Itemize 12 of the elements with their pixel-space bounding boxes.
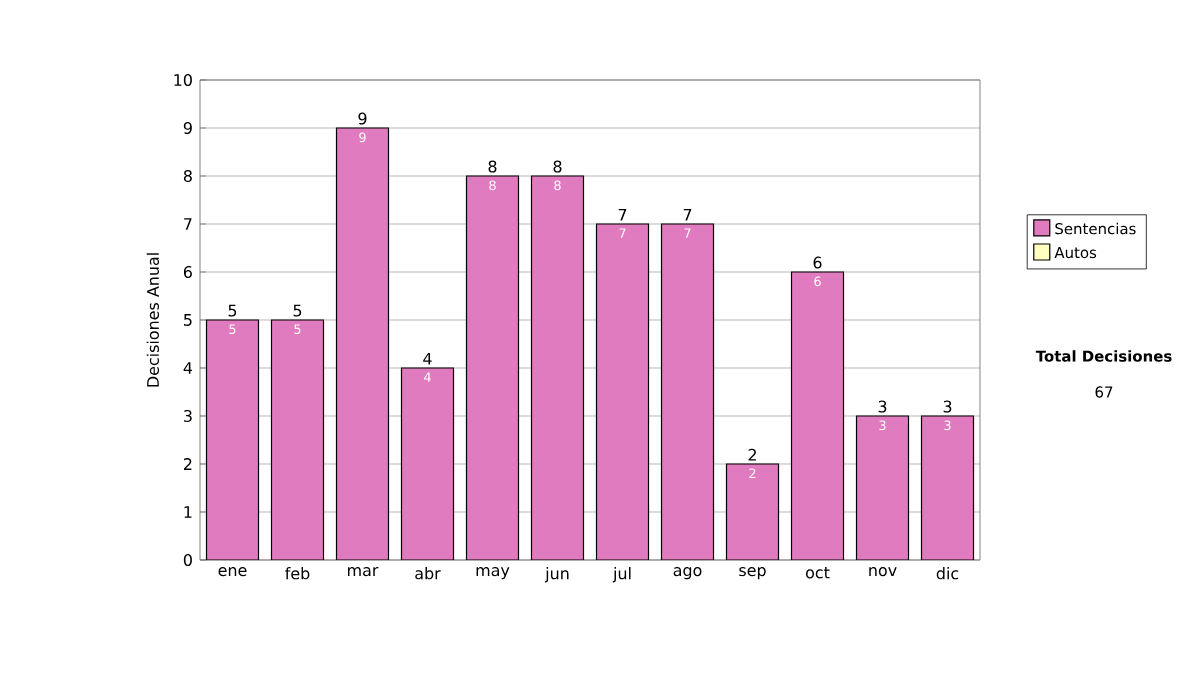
bar [336, 127, 389, 560]
bar [920, 415, 975, 560]
bar [271, 319, 324, 560]
bar [661, 223, 714, 560]
bar [596, 223, 649, 560]
bar [531, 175, 584, 560]
bar [791, 271, 844, 560]
bar [726, 464, 779, 560]
bar [401, 367, 454, 560]
bar [206, 319, 259, 560]
bar [856, 416, 909, 560]
bar [466, 175, 519, 560]
